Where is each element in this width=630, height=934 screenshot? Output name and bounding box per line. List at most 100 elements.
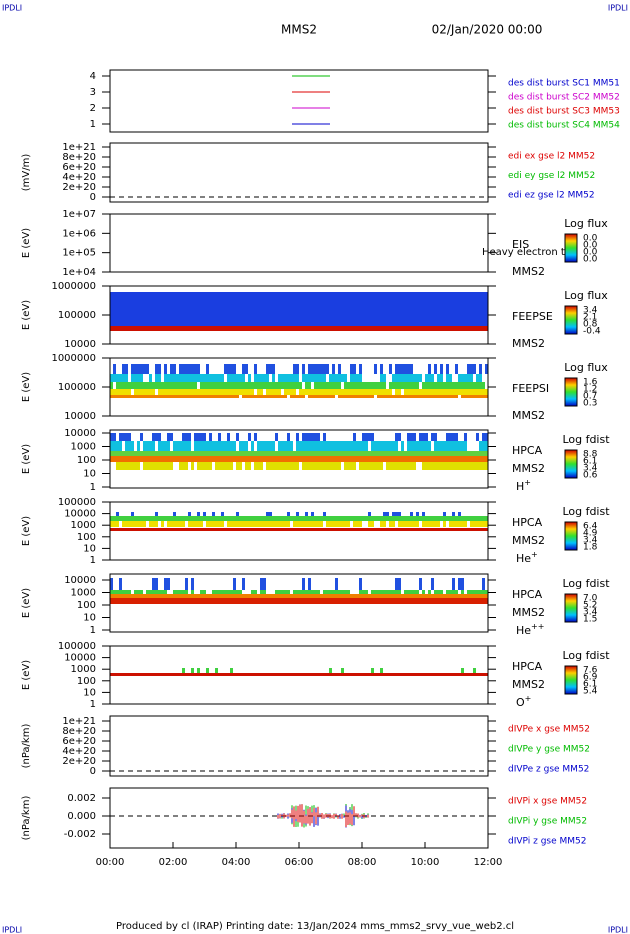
spectrogram-cell	[287, 521, 290, 527]
spectrogram-cell	[236, 521, 239, 527]
spectrogram-cell	[377, 456, 380, 462]
spectrogram-cell	[371, 382, 374, 389]
spectrogram-cell	[179, 395, 182, 398]
spectrogram-cell	[164, 594, 167, 598]
spectrogram-cell	[281, 594, 284, 598]
spectrogram-cell	[368, 594, 371, 598]
spectrogram-cell	[185, 516, 188, 521]
spectrogram-cell	[296, 441, 299, 451]
spectrogram-cell	[404, 594, 407, 598]
spectrogram-cell	[413, 382, 416, 389]
spectrogram-cell	[305, 590, 308, 594]
spectrogram-cell	[311, 462, 314, 470]
spectrogram-cell	[485, 456, 488, 462]
spectrogram-cell	[275, 389, 278, 395]
spectrogram-cell	[260, 594, 263, 598]
spectrogram-cell	[356, 598, 359, 604]
spectrogram-cell	[158, 462, 161, 470]
spectrogram-cell	[170, 433, 173, 441]
spectrogram-cell	[467, 516, 470, 521]
spectrogram-cell	[218, 516, 221, 521]
spectrogram-cell	[212, 598, 215, 604]
spectrogram-cell	[209, 395, 212, 398]
spectrogram-cell	[440, 374, 443, 382]
spectrogram-cell	[203, 451, 206, 456]
colorbar-label: 6.9	[583, 673, 598, 683]
spectrogram-cell	[275, 598, 278, 604]
spectrogram-cell	[215, 389, 218, 395]
instrument-label: MMS2	[512, 265, 545, 278]
spectrogram-cell	[479, 462, 482, 470]
spectrogram-cell	[416, 451, 419, 456]
spectrogram-cell	[236, 389, 239, 395]
spectrogram-cell	[287, 598, 290, 604]
spectrogram-cell	[236, 451, 239, 456]
spectrogram-cell	[476, 451, 479, 456]
spectrogram-cell	[230, 598, 233, 604]
spectrogram-cell	[449, 594, 452, 598]
spectrogram-cell	[365, 590, 368, 594]
spectrogram-cell	[404, 389, 407, 395]
spectrogram-cell	[290, 389, 293, 395]
spectrogram-cell	[248, 598, 251, 604]
spectrogram-cell	[260, 516, 263, 521]
spectrogram-cell	[476, 673, 479, 676]
spectrogram-cell	[455, 521, 458, 527]
spectrogram-cell	[353, 374, 356, 382]
spectrogram-cell	[401, 462, 404, 470]
spectrogram-cell	[413, 456, 416, 462]
legend-entry: edi ez gse l2 MM52	[508, 191, 595, 201]
spectrogram-cell	[305, 441, 308, 451]
spectrogram-cell	[326, 673, 329, 676]
spectrogram-cell	[119, 382, 122, 389]
spectrogram-cell	[113, 673, 116, 676]
spectrogram-cell	[386, 598, 389, 604]
spectrogram-cell	[152, 598, 155, 604]
spectrogram-cell	[332, 528, 335, 531]
spectrogram-cell	[368, 382, 371, 389]
spectrogram-cell	[377, 451, 380, 456]
spectrogram-cell	[113, 598, 116, 604]
spectrogram-cell	[275, 594, 278, 598]
spectrogram-cell	[164, 598, 167, 604]
spectrogram-cell	[422, 673, 425, 676]
spectrogram-cell	[452, 516, 455, 521]
spectrogram-cell	[239, 441, 242, 451]
spectrogram-cell	[125, 516, 128, 521]
spectrogram-cell	[407, 516, 410, 521]
spectrogram-cell	[128, 521, 131, 527]
spectrogram-cell	[182, 389, 185, 395]
spectrogram-cell	[431, 451, 434, 456]
spectrogram-cell	[131, 594, 134, 598]
spectrogram-cell	[461, 382, 464, 389]
spectrogram-cell	[338, 673, 341, 676]
spectrogram-cell	[227, 462, 230, 470]
spectrogram-cell	[134, 451, 137, 456]
spectrogram-cell	[341, 668, 344, 673]
spectrogram-cell	[245, 441, 248, 451]
spectrogram-cell	[311, 456, 314, 462]
spectrogram-cell	[116, 673, 119, 676]
spectrogram-cell	[311, 673, 314, 676]
spectrogram-cell	[476, 516, 479, 521]
x-tick-label: 00:00	[96, 857, 125, 868]
spectrogram-cell	[176, 389, 179, 395]
spectrogram-cell	[200, 441, 203, 451]
x-tick-label: 10:00	[411, 857, 440, 868]
spectrogram-cell	[149, 451, 152, 456]
spectrogram-cell	[365, 382, 368, 389]
spectrogram-cell	[149, 590, 152, 594]
spectrogram-cell	[251, 441, 254, 451]
spectrogram-cell	[335, 521, 338, 527]
spectrogram-cell	[476, 521, 479, 527]
spectrogram-cell	[155, 433, 158, 441]
spectrogram-cell	[320, 528, 323, 531]
spectrogram-cell	[377, 382, 380, 389]
spectrogram-cell	[161, 590, 164, 594]
spectrogram-cell	[212, 382, 215, 389]
spectrogram-cell	[377, 395, 380, 398]
spectrogram-cell	[341, 456, 344, 462]
spectrogram-cell	[314, 382, 317, 389]
spectrogram-cell	[464, 441, 467, 451]
spectrogram-cell	[251, 594, 254, 598]
